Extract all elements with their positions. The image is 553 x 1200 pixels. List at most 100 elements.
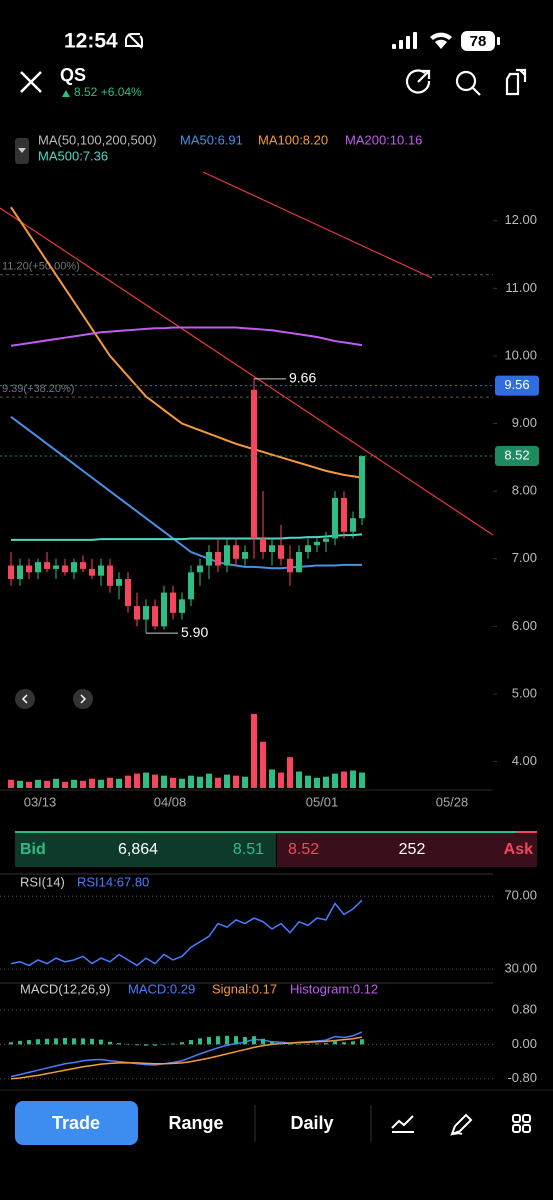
candle-body xyxy=(116,579,122,586)
candle-body xyxy=(143,606,149,620)
candle-body xyxy=(260,538,266,553)
histogram-bar xyxy=(54,1038,58,1045)
y-tick-label: 0.80 xyxy=(512,1001,537,1016)
x-tick-label: 05/01 xyxy=(306,794,339,809)
histogram-bar xyxy=(99,1039,103,1045)
histogram-bar xyxy=(90,1038,94,1045)
histogram-bar xyxy=(18,1040,22,1045)
legend-entry: MA500:7.36 xyxy=(38,148,108,163)
bid-price: 8.51 xyxy=(233,841,264,858)
volume-bar xyxy=(260,741,266,788)
candle-body xyxy=(215,552,221,566)
histogram-bar xyxy=(45,1038,49,1045)
histogram-bar xyxy=(9,1042,13,1045)
y-tick-label: 9.00 xyxy=(512,415,537,430)
candle-body xyxy=(161,592,167,627)
volume-bar xyxy=(188,775,194,788)
volume-bar xyxy=(116,778,122,788)
plot-area: 11.20(+50.00%) 9.39(+38.20%) xyxy=(0,206,493,788)
volume-bar xyxy=(44,780,50,788)
more-button[interactable] xyxy=(505,68,527,96)
daily-button[interactable]: Daily xyxy=(290,1113,333,1133)
candle-body xyxy=(350,518,356,532)
fib-label: 9.39(+38.20%) xyxy=(2,383,74,395)
scroll-right[interactable] xyxy=(73,689,93,709)
price-tag xyxy=(495,375,539,396)
histogram-bar xyxy=(360,1039,364,1045)
y-tick-label: 11.00 xyxy=(505,280,537,295)
histogram-bar xyxy=(270,1041,274,1045)
volume-bar xyxy=(107,777,113,788)
fib-label: 11.20(+50.00%) xyxy=(2,261,80,273)
histogram-bar xyxy=(144,1044,148,1046)
volume-bar xyxy=(134,773,140,788)
histogram-bar xyxy=(324,1043,328,1045)
histogram-bar xyxy=(261,1038,265,1045)
dropdown-arrow xyxy=(18,148,26,153)
search-button[interactable] xyxy=(455,70,477,92)
legend-entry: MACD:0.29 xyxy=(128,981,195,996)
ma-line xyxy=(10,326,363,347)
candle-body xyxy=(17,565,23,580)
grid-button[interactable] xyxy=(512,1114,531,1133)
candle-body xyxy=(224,545,230,566)
battery-level: 78 xyxy=(470,33,487,50)
y-tick-label: 30.00 xyxy=(504,961,537,976)
bid-panel xyxy=(15,832,276,867)
histogram-bar xyxy=(234,1036,238,1045)
volume-bar xyxy=(323,776,329,788)
ask-label: Ask xyxy=(504,841,533,858)
histogram-bar xyxy=(72,1038,76,1045)
histogram-bar xyxy=(162,1044,166,1045)
candle-body xyxy=(287,558,293,573)
volume-bar xyxy=(89,778,95,788)
histogram-bar xyxy=(198,1038,202,1045)
candle-body xyxy=(332,497,338,539)
ma-line xyxy=(10,415,362,570)
candle-body xyxy=(26,565,32,573)
volume-bar xyxy=(179,778,185,788)
ask-size: 252 xyxy=(399,841,426,858)
histogram-bar xyxy=(342,1042,346,1045)
volume-bar xyxy=(125,775,131,788)
legend-entry: RSI14:67.80 xyxy=(77,874,149,889)
indicator-button[interactable] xyxy=(391,1115,414,1133)
histogram-bar xyxy=(126,1043,130,1045)
scroll-left[interactable] xyxy=(15,689,35,709)
volume-bar xyxy=(359,772,365,788)
close-button[interactable] xyxy=(20,71,42,93)
price-tag-label: 8.52 xyxy=(504,447,529,462)
trade-button[interactable] xyxy=(15,1101,138,1145)
volume-bar xyxy=(35,779,41,788)
candle-body xyxy=(179,599,185,613)
candle-body xyxy=(89,568,95,576)
candle-body xyxy=(53,565,59,569)
bid-size: 6,864 xyxy=(118,841,158,858)
candle-body xyxy=(71,562,77,573)
volume-bar xyxy=(161,775,167,788)
panel-title: MACD(12,26,9) xyxy=(20,981,110,996)
histogram-bar xyxy=(207,1037,211,1045)
y-tick-label: 12.00 xyxy=(504,212,537,227)
y-tick-label: -0.80 xyxy=(507,1070,537,1085)
candle-body xyxy=(170,592,176,613)
volume-bar xyxy=(71,779,77,788)
volume-bar xyxy=(53,778,59,788)
histogram-bar xyxy=(180,1042,184,1045)
candle-body xyxy=(305,545,311,553)
candle-body xyxy=(44,562,50,569)
share-button[interactable] xyxy=(405,69,431,94)
candle-body xyxy=(233,545,239,559)
volume-bar xyxy=(332,773,338,788)
candle-body xyxy=(8,565,14,580)
histogram-bar xyxy=(63,1037,67,1045)
up-arrow xyxy=(62,90,70,97)
volume-bar xyxy=(296,771,302,788)
status-time: 12:54 xyxy=(64,30,118,53)
range-button[interactable]: Range xyxy=(168,1113,223,1133)
histogram-bar xyxy=(279,1043,283,1045)
draw-button[interactable] xyxy=(450,1113,473,1136)
histogram-bar xyxy=(297,1043,301,1045)
